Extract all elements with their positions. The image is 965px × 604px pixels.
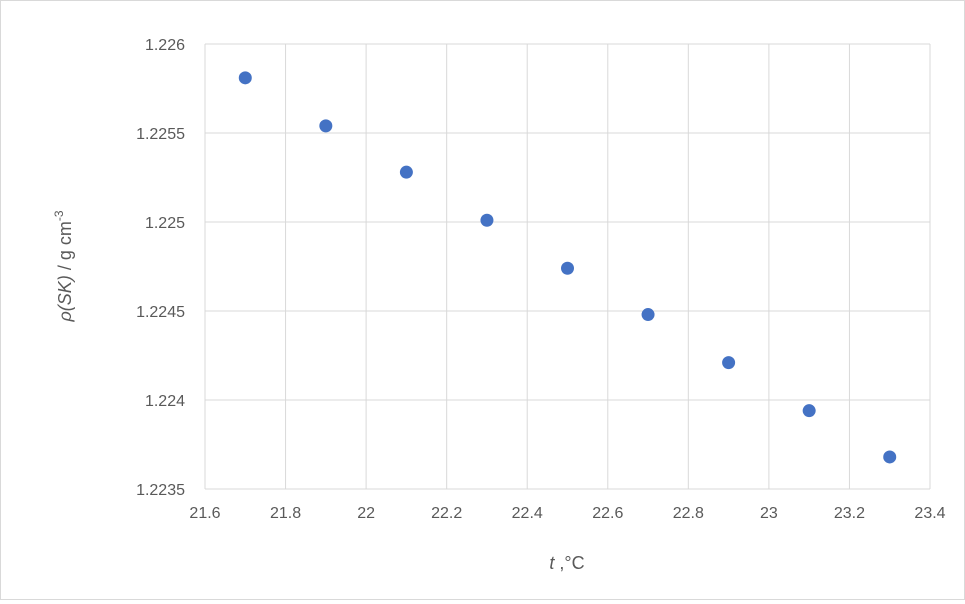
gridlines (204, 43, 931, 490)
x-tick-label: 23.2 (834, 505, 865, 522)
x-tick-label: 22 (357, 505, 375, 522)
data-point (480, 213, 494, 227)
x-tick-labels: 21.6 21.8 22 22.2 22.4 22.6 22.8 23 23.2 23.4 (189, 505, 945, 522)
data-points (238, 71, 897, 464)
x-tick-label: 23 (760, 505, 778, 522)
x-tick-label: 22.8 (673, 505, 704, 522)
y-tick-label: 1.2245 (136, 304, 185, 321)
x-axis-title: t ,°C (549, 553, 584, 573)
y-axis-title-variable: ρ(SK) (55, 275, 75, 322)
y-tick-label: 1.2255 (136, 126, 185, 143)
x-axis-title-unit: ,°C (554, 553, 584, 573)
x-axis-title-variable: t (549, 553, 555, 573)
x-tick-label: 21.8 (270, 505, 301, 522)
data-point (399, 165, 413, 179)
x-tick-label: 22.2 (431, 505, 462, 522)
data-point (561, 261, 574, 275)
data-point (802, 404, 816, 418)
data-point (238, 71, 252, 85)
y-axis-title: ρ(SK) / g cm-3 (52, 210, 75, 322)
y-tick-label: 1.2235 (136, 482, 185, 499)
y-axis-title-unit: / g cm (55, 221, 75, 275)
y-tick-label: 1.225 (145, 215, 185, 232)
y-tick-labels: 1.2235 1.224 1.2245 1.225 1.2255 1.226 (136, 37, 185, 499)
y-axis-title-exponent: -3 (52, 210, 66, 221)
x-tick-label: 21.6 (189, 505, 220, 522)
data-point (722, 356, 736, 370)
data-point (883, 450, 897, 464)
x-tick-label: 23.4 (914, 505, 945, 522)
y-tick-label: 1.226 (145, 37, 185, 54)
x-tick-label: 22.6 (592, 505, 623, 522)
data-point (319, 119, 333, 133)
y-tick-label: 1.224 (145, 393, 185, 410)
data-point (641, 308, 655, 322)
x-tick-label: 22.4 (512, 505, 543, 522)
